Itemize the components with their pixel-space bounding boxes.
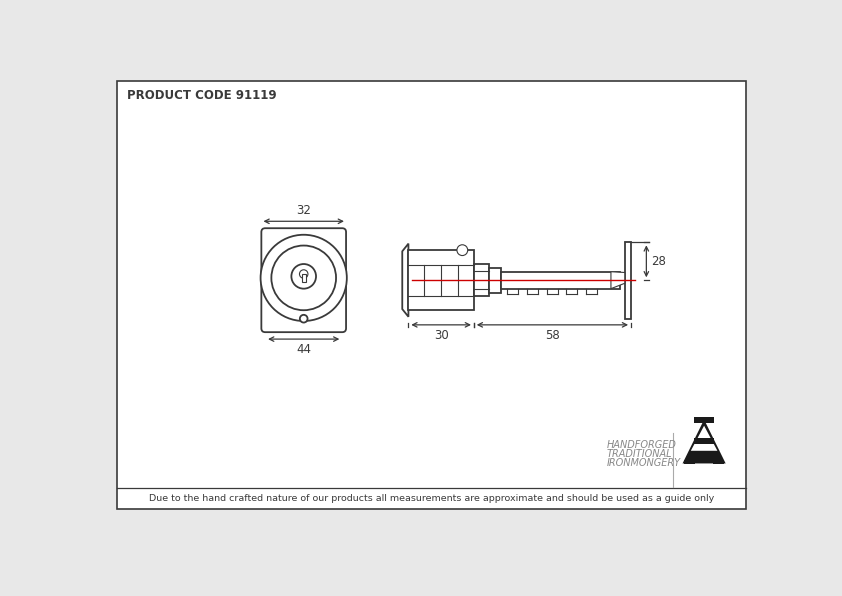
Circle shape <box>300 315 307 322</box>
Text: HANDFORGED: HANDFORGED <box>606 440 676 449</box>
Polygon shape <box>402 244 408 316</box>
Bar <box>713 460 724 464</box>
Polygon shape <box>611 272 625 288</box>
Circle shape <box>291 264 316 288</box>
Circle shape <box>260 235 347 321</box>
Text: 44: 44 <box>296 343 312 356</box>
Text: IRONMONGERY: IRONMONGERY <box>606 458 680 468</box>
Bar <box>489 268 501 293</box>
Bar <box>694 417 714 423</box>
Polygon shape <box>690 426 717 451</box>
Bar <box>625 242 631 319</box>
Text: 58: 58 <box>545 329 560 342</box>
Bar <box>695 437 714 445</box>
Text: Due to the hand crafted nature of our products all measurements are approximate : Due to the hand crafted nature of our pr… <box>149 494 714 504</box>
Text: PRODUCT CODE 91119: PRODUCT CODE 91119 <box>127 89 277 103</box>
Bar <box>684 460 695 464</box>
Text: TRADITIONAL: TRADITIONAL <box>606 449 672 459</box>
Circle shape <box>300 270 308 278</box>
Text: 32: 32 <box>296 204 312 218</box>
Text: 30: 30 <box>434 329 449 342</box>
Bar <box>501 272 621 288</box>
Bar <box>301 274 306 282</box>
Text: 28: 28 <box>651 255 666 268</box>
Bar <box>474 264 489 296</box>
Bar <box>408 250 474 311</box>
Polygon shape <box>683 420 726 464</box>
Circle shape <box>271 246 336 311</box>
FancyBboxPatch shape <box>261 228 346 332</box>
Circle shape <box>457 245 467 256</box>
